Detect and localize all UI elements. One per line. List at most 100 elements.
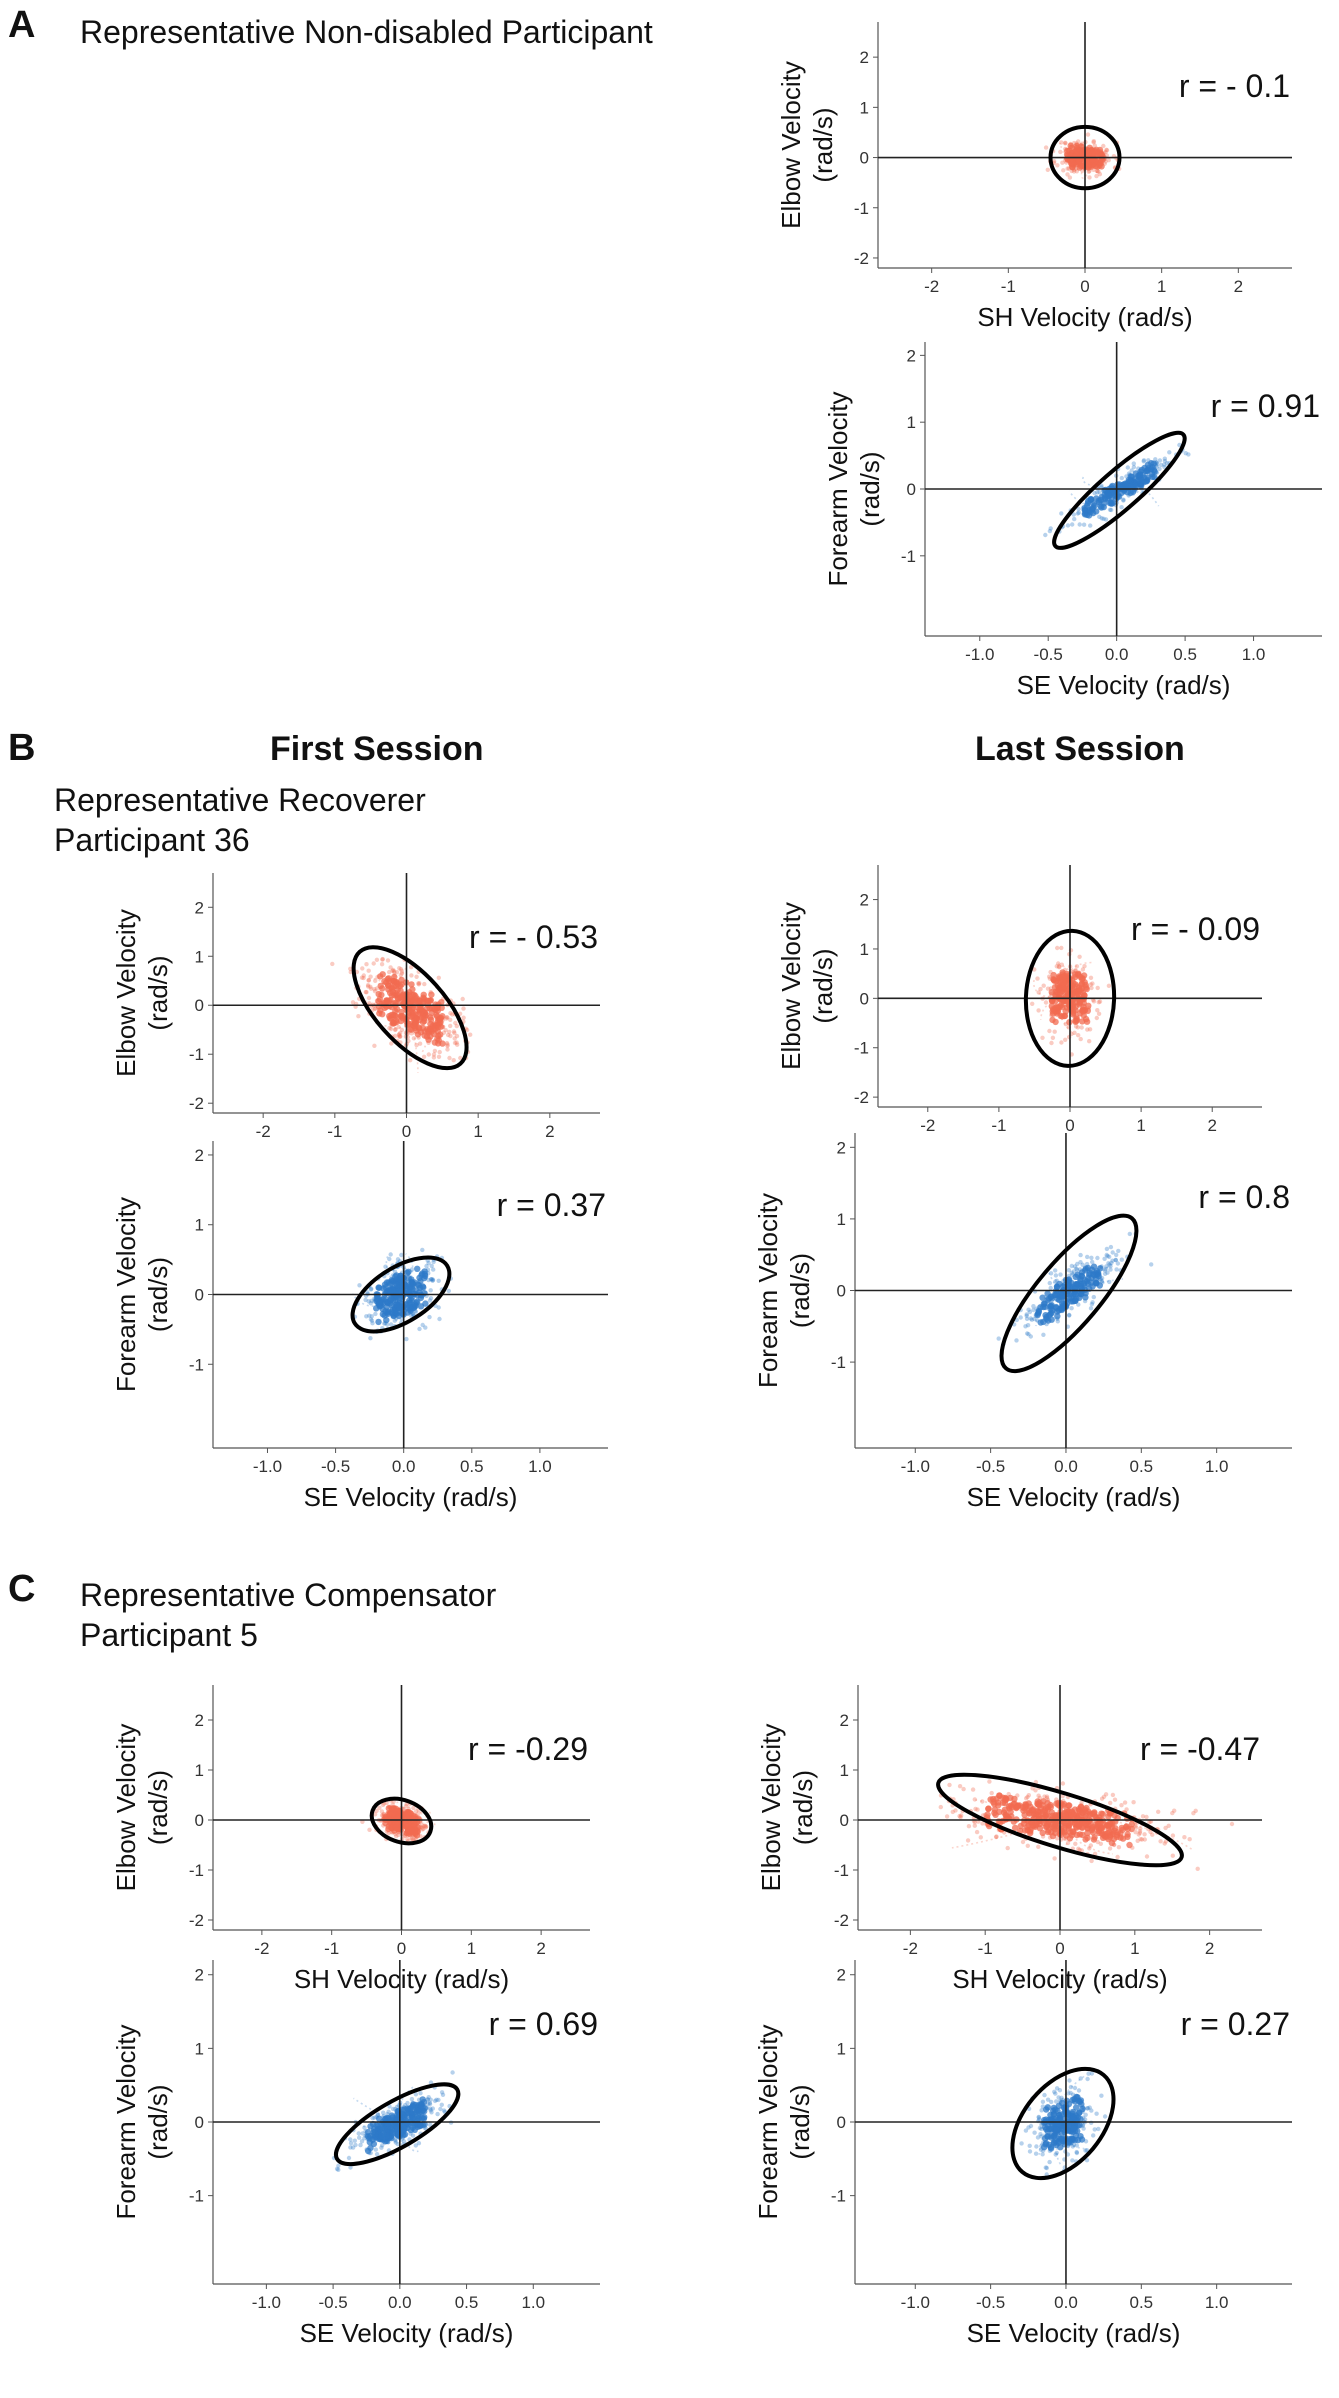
scatter-point xyxy=(1103,159,1108,164)
scatter-point xyxy=(372,1812,378,1817)
scatter-point xyxy=(1121,497,1126,502)
scatter-point xyxy=(454,1040,459,1045)
scatter-point xyxy=(420,1827,425,1832)
scatter-point xyxy=(352,2138,357,2143)
scatter-point xyxy=(1034,1306,1039,1311)
scatter-point xyxy=(391,969,397,974)
scatter-point xyxy=(1082,1265,1090,1272)
scatter-point xyxy=(1055,1836,1060,1841)
scatter-point xyxy=(432,2098,438,2104)
scatter-point xyxy=(372,987,377,992)
scatter-point xyxy=(1116,1845,1122,1850)
scatter-point xyxy=(1092,490,1097,496)
scatter-point xyxy=(421,1017,428,1025)
scatter-point xyxy=(398,967,404,972)
scatter-point xyxy=(1069,1270,1075,1276)
scatter-point xyxy=(410,998,418,1005)
scatter-point xyxy=(448,1011,453,1016)
scatter-point xyxy=(1073,1015,1081,1023)
scatter-point xyxy=(1119,1826,1126,1834)
scatter-point xyxy=(1103,1266,1108,1272)
scatter-point xyxy=(365,983,371,988)
scatter-point xyxy=(370,2115,375,2121)
scatter-point xyxy=(1032,1823,1039,1831)
scatter-point xyxy=(1072,2085,1078,2091)
scatter-point xyxy=(436,1016,443,1023)
y-tick-label: 1 xyxy=(840,1761,849,1780)
scatter-point xyxy=(336,2167,341,2172)
scatter-point xyxy=(1061,983,1068,991)
chart-A-elbow: -2 -1 0 1 2 -2 -1 0 1 2 SH Velocity (rad/s) Elbow V… xyxy=(776,22,1292,332)
scatter-point xyxy=(996,1792,1003,1799)
scatter-point xyxy=(1101,1794,1107,1800)
scatter-point xyxy=(1139,1837,1145,1842)
scatter-point xyxy=(379,962,385,967)
scatter-point xyxy=(426,2095,431,2100)
scatter-point xyxy=(1043,2125,1050,2133)
scatter-point xyxy=(1055,1005,1062,1012)
scatter-point xyxy=(348,2137,353,2142)
scatter-point xyxy=(409,1836,414,1841)
scatter-point xyxy=(1163,1825,1168,1831)
scatter-point xyxy=(1182,1835,1187,1840)
scatter-point xyxy=(1127,1231,1133,1237)
scatter-point xyxy=(452,1036,457,1041)
scatter-point xyxy=(1137,1829,1143,1834)
scatter-point xyxy=(1061,168,1066,173)
x-tick-label: -1.0 xyxy=(901,2293,930,2312)
scatter-point xyxy=(383,1316,390,1324)
scatter-point xyxy=(1080,2122,1085,2127)
scatter-point xyxy=(434,2097,439,2102)
scatter-point xyxy=(1048,526,1053,531)
scatter-point xyxy=(1032,2130,1037,2135)
scatter-point xyxy=(421,1054,427,1060)
scatter-point xyxy=(416,1810,421,1816)
x-tick-label: 2 xyxy=(536,1939,545,1958)
y-axis-label: Forearm Velocity xyxy=(111,2024,141,2219)
y-tick-label: -1 xyxy=(831,2187,846,2206)
scatter-point xyxy=(1027,1829,1034,1837)
correlation-label: r = 0.8 xyxy=(1198,1179,1290,1215)
scatter-point xyxy=(403,1301,410,1308)
scatter-point xyxy=(375,990,382,998)
scatter-point xyxy=(1072,516,1077,522)
scatter-point xyxy=(365,2133,372,2140)
scatter-point xyxy=(1097,1265,1104,1272)
scatter-point xyxy=(1107,1279,1112,1285)
trajectory-loop xyxy=(1061,144,1086,158)
scatter-point xyxy=(437,1316,442,1322)
scatter-point xyxy=(1078,1252,1083,1258)
scatter-point xyxy=(1078,976,1086,983)
scatter-point xyxy=(357,1283,362,1288)
y-tick-label: 2 xyxy=(195,898,204,917)
scatter-point xyxy=(1106,158,1111,163)
scatter-point xyxy=(429,1277,434,1282)
scatter-point xyxy=(1094,2111,1099,2116)
scatter-point xyxy=(1063,151,1071,158)
scatter-point xyxy=(1059,1802,1067,1809)
scatter-point xyxy=(1025,1323,1031,1328)
scatter-point xyxy=(1089,1810,1097,1818)
scatter-point xyxy=(1070,2125,1078,2132)
scatter-points xyxy=(1019,2071,1108,2177)
scatter-point xyxy=(369,1286,374,1292)
scatter-point xyxy=(1065,172,1070,177)
y-axis-label: (rad/s) xyxy=(143,955,173,1030)
scatter-point xyxy=(420,1284,427,1291)
scatter-point xyxy=(428,2108,433,2113)
scatter-point xyxy=(1073,142,1080,150)
scatter-point xyxy=(425,1267,431,1272)
scatter-point xyxy=(1069,1306,1074,1311)
scatter-point xyxy=(383,1264,388,1269)
x-tick-label: 1.0 xyxy=(1242,645,1266,664)
scatter-point xyxy=(957,1813,962,1819)
scatter-point xyxy=(1025,1843,1031,1849)
chart-C-first-forearm: -1.0 -0.5 0.0 0.5 1.0 -1 0 1 2 SE Velocity (rad/s… xyxy=(111,1960,600,2348)
y-axis-label: Forearm Velocity xyxy=(111,1197,141,1392)
scatter-point xyxy=(1097,503,1104,510)
scatter-point xyxy=(1088,982,1094,987)
x-tick-label: -1 xyxy=(327,1122,342,1141)
scatter-point xyxy=(1104,1264,1109,1269)
x-tick-label: -1.0 xyxy=(252,2293,281,2312)
trajectory-loop xyxy=(1080,157,1089,179)
